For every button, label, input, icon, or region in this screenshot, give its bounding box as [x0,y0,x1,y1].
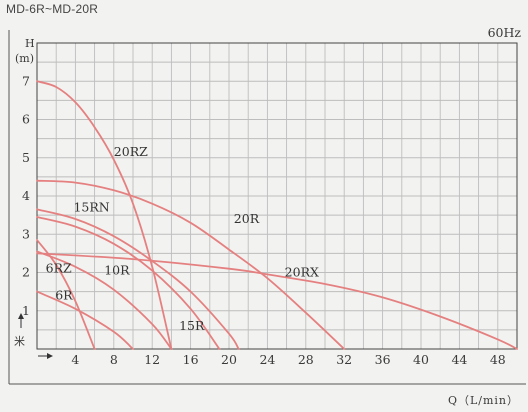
x-tick-label: 32 [336,352,352,367]
model-range-title: MD-6R~MD-20R [6,2,99,16]
x-tick-label: 36 [375,352,391,367]
frequency-label: 60Hz [488,25,522,40]
curve-6rz [36,239,96,350]
x-tick-label: 24 [259,352,275,367]
plot-area-border [36,42,518,350]
series-curves [36,80,518,350]
y-tick-label: 4 [22,188,30,203]
y-tick-label: 5 [22,150,30,165]
y-axis-unit: (m) [15,52,34,65]
curve-15r [36,216,221,350]
x-tick-label: 40 [413,352,429,367]
series-label-20rx: 20RX [285,264,319,279]
x-tick-label: 48 [490,352,506,367]
y-tick-label: 1 [22,303,30,318]
series-label-10r: 10R [104,262,130,277]
x-tick-label: 12 [144,352,160,367]
series-label-6rz: 6RZ [46,261,72,276]
x-tick-label: 8 [110,352,118,367]
y-axis-arrow-icon [18,313,24,328]
series-label-20rz: 20RZ [114,144,148,159]
axis-frame [8,30,526,385]
series-label-15rn: 15RN [73,199,109,214]
series-label-15r: 15R [179,318,205,333]
x-axis-label: Q（L/min） [448,394,519,407]
y-tick-label: 6 [22,112,30,127]
x-tick-label: 4 [71,352,79,367]
curve-20rx [36,252,518,350]
x-tick-label: 20 [221,352,237,367]
y-axis-cjk-label: 米 [14,335,25,348]
y-tick-label: 7 [22,73,30,88]
x-axis-arrow-icon [38,353,53,359]
series-labels: 20RZ 20R 20RX 15RN 15R 10R 6RZ 6R [46,144,319,333]
curve-15rn [36,208,240,350]
curve-20r [36,179,346,350]
curve-10r [36,250,173,350]
y-tick-label: 3 [22,226,30,241]
series-label-20r: 20R [234,211,260,226]
curve-6r [36,290,134,350]
grid [37,43,517,349]
series-label-6r: 6R [55,287,73,302]
y-tick-label: 2 [22,265,30,280]
x-tick-label: 28 [298,352,314,367]
x-tick-label: 16 [183,352,199,367]
curve-20rz [36,80,173,350]
x-tick-label: 44 [451,352,467,367]
y-axis-label: H [25,37,35,50]
